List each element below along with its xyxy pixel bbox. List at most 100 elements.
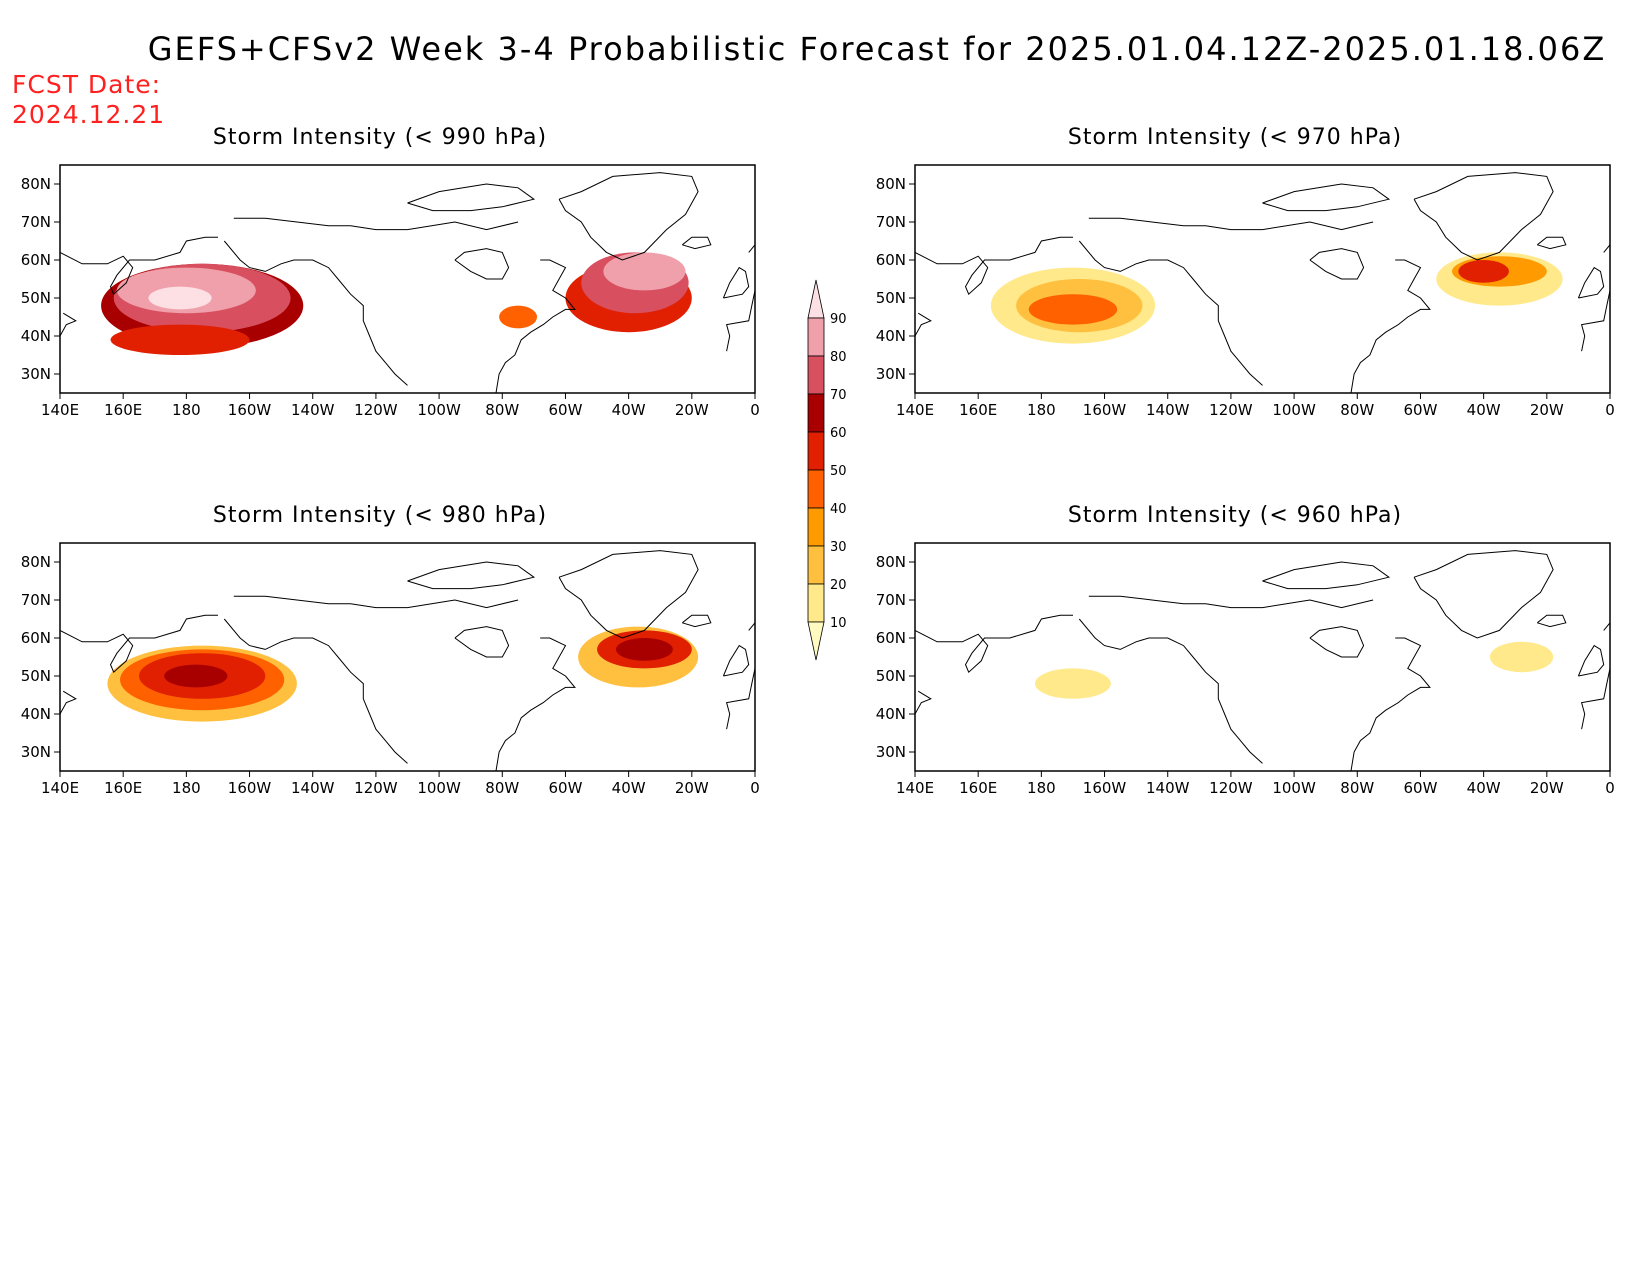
probability-area bbox=[1035, 668, 1111, 699]
lon-label: 160W bbox=[228, 779, 272, 797]
coastline bbox=[60, 236, 218, 296]
lon-label: 0 bbox=[750, 779, 760, 797]
lon-label: 120W bbox=[354, 401, 398, 419]
probability-area bbox=[499, 305, 538, 329]
colorbar-swatch bbox=[807, 583, 825, 623]
lon-label: 180 bbox=[1027, 401, 1056, 419]
lon-label: 160E bbox=[104, 779, 142, 797]
lon-label: 60W bbox=[548, 779, 582, 797]
shading-layer bbox=[990, 252, 1563, 344]
coastline bbox=[915, 690, 932, 715]
fcst-date: FCST Date: 2024.12.21 bbox=[12, 70, 165, 130]
lat-label: 30N bbox=[21, 743, 51, 761]
coastline bbox=[1603, 244, 1610, 253]
lat-label: 60N bbox=[21, 251, 51, 269]
lat-label: 70N bbox=[876, 213, 906, 231]
coastlines bbox=[60, 172, 755, 393]
coastline bbox=[454, 248, 510, 280]
lon-label: 160W bbox=[1083, 401, 1127, 419]
lat-label: 80N bbox=[876, 175, 906, 193]
lon-label: 120W bbox=[354, 779, 398, 797]
coastline bbox=[725, 668, 755, 730]
lon-label: 180 bbox=[172, 779, 201, 797]
colorbar-label: 30 bbox=[830, 540, 847, 555]
probability-area bbox=[1028, 294, 1118, 325]
lat-label: 40N bbox=[21, 705, 51, 723]
lon-label: 100W bbox=[417, 401, 461, 419]
lon-label: 40W bbox=[612, 779, 646, 797]
probability-area bbox=[1458, 260, 1509, 283]
main-title: GEFS+CFSv2 Week 3-4 Probabilistic Foreca… bbox=[147, 30, 1607, 68]
coastline bbox=[1262, 561, 1391, 590]
panel-990: Storm Intensity (< 990 hPa) 140E 160E 180 1… bbox=[0, 125, 760, 445]
lon-label: 0 bbox=[1605, 779, 1615, 797]
coastline bbox=[915, 614, 1073, 674]
coastline bbox=[1309, 248, 1365, 280]
colorbar-swatch bbox=[807, 507, 825, 547]
lon-label: 140W bbox=[1146, 779, 1190, 797]
lat-label: 60N bbox=[876, 629, 906, 647]
lon-label: 160W bbox=[228, 401, 272, 419]
colorbar-swatch bbox=[807, 279, 825, 319]
lat-label: 50N bbox=[876, 289, 906, 307]
coastline bbox=[1577, 266, 1605, 299]
colorbar-swatch bbox=[807, 431, 825, 471]
colorbar-label: 90 bbox=[830, 312, 847, 327]
lat-label: 50N bbox=[876, 667, 906, 685]
lat-label: 30N bbox=[876, 365, 906, 383]
coastline bbox=[495, 259, 576, 393]
lat-label: 80N bbox=[21, 553, 51, 571]
lon-label: 140E bbox=[41, 779, 79, 797]
panel-970: Storm Intensity (< 970 hPa) 140E 160E 180 1… bbox=[855, 125, 1615, 445]
panel-960: Storm Intensity (< 960 hPa) 140E 160E 180 1… bbox=[855, 503, 1615, 823]
coastline bbox=[1536, 236, 1567, 250]
coastline bbox=[748, 622, 755, 631]
panel-title-990: Storm Intensity (< 990 hPa) bbox=[212, 125, 548, 150]
coastline bbox=[60, 614, 218, 674]
coastline bbox=[1577, 644, 1605, 677]
lon-label: 0 bbox=[750, 401, 760, 419]
lon-label: 80W bbox=[485, 779, 519, 797]
shading-layer bbox=[1035, 641, 1554, 699]
panel-title-960: Storm Intensity (< 960 hPa) bbox=[1067, 503, 1403, 528]
lon-label: 100W bbox=[1272, 779, 1316, 797]
coastline bbox=[558, 172, 699, 261]
coastline bbox=[1350, 259, 1431, 393]
colorbar-swatch bbox=[807, 393, 825, 433]
shading-layer bbox=[107, 626, 699, 722]
coastlines bbox=[915, 550, 1610, 771]
coastline bbox=[1413, 550, 1554, 639]
lat-label: 40N bbox=[21, 327, 51, 345]
lon-label: 20W bbox=[1530, 779, 1564, 797]
coastline bbox=[915, 236, 1073, 296]
colorbar-swatch bbox=[807, 469, 825, 509]
lat-label: 70N bbox=[21, 213, 51, 231]
lat-label: 70N bbox=[876, 591, 906, 609]
lon-label: 140E bbox=[896, 779, 934, 797]
coastline bbox=[60, 690, 77, 715]
coastline bbox=[233, 217, 519, 231]
coastline bbox=[722, 266, 750, 299]
lat-label: 40N bbox=[876, 705, 906, 723]
coastline bbox=[748, 244, 755, 253]
lon-label: 80W bbox=[485, 401, 519, 419]
coastline bbox=[681, 614, 712, 628]
coastline bbox=[60, 312, 77, 337]
lon-label: 100W bbox=[417, 779, 461, 797]
lat-label: 40N bbox=[876, 327, 906, 345]
coastline bbox=[407, 561, 536, 590]
probability-area bbox=[616, 638, 673, 661]
lat-label: 70N bbox=[21, 591, 51, 609]
coastline bbox=[681, 236, 712, 250]
colorbar-swatch bbox=[807, 355, 825, 395]
lon-label: 180 bbox=[1027, 779, 1056, 797]
panel-title-970: Storm Intensity (< 970 hPa) bbox=[1067, 125, 1403, 150]
coastline bbox=[1078, 618, 1263, 764]
lat-label: 50N bbox=[21, 667, 51, 685]
shading-layer bbox=[101, 252, 692, 355]
lon-label: 140W bbox=[291, 779, 335, 797]
coastline bbox=[722, 644, 750, 677]
coastlines bbox=[915, 172, 1610, 393]
coastlines bbox=[60, 550, 755, 771]
coastline bbox=[454, 626, 510, 658]
